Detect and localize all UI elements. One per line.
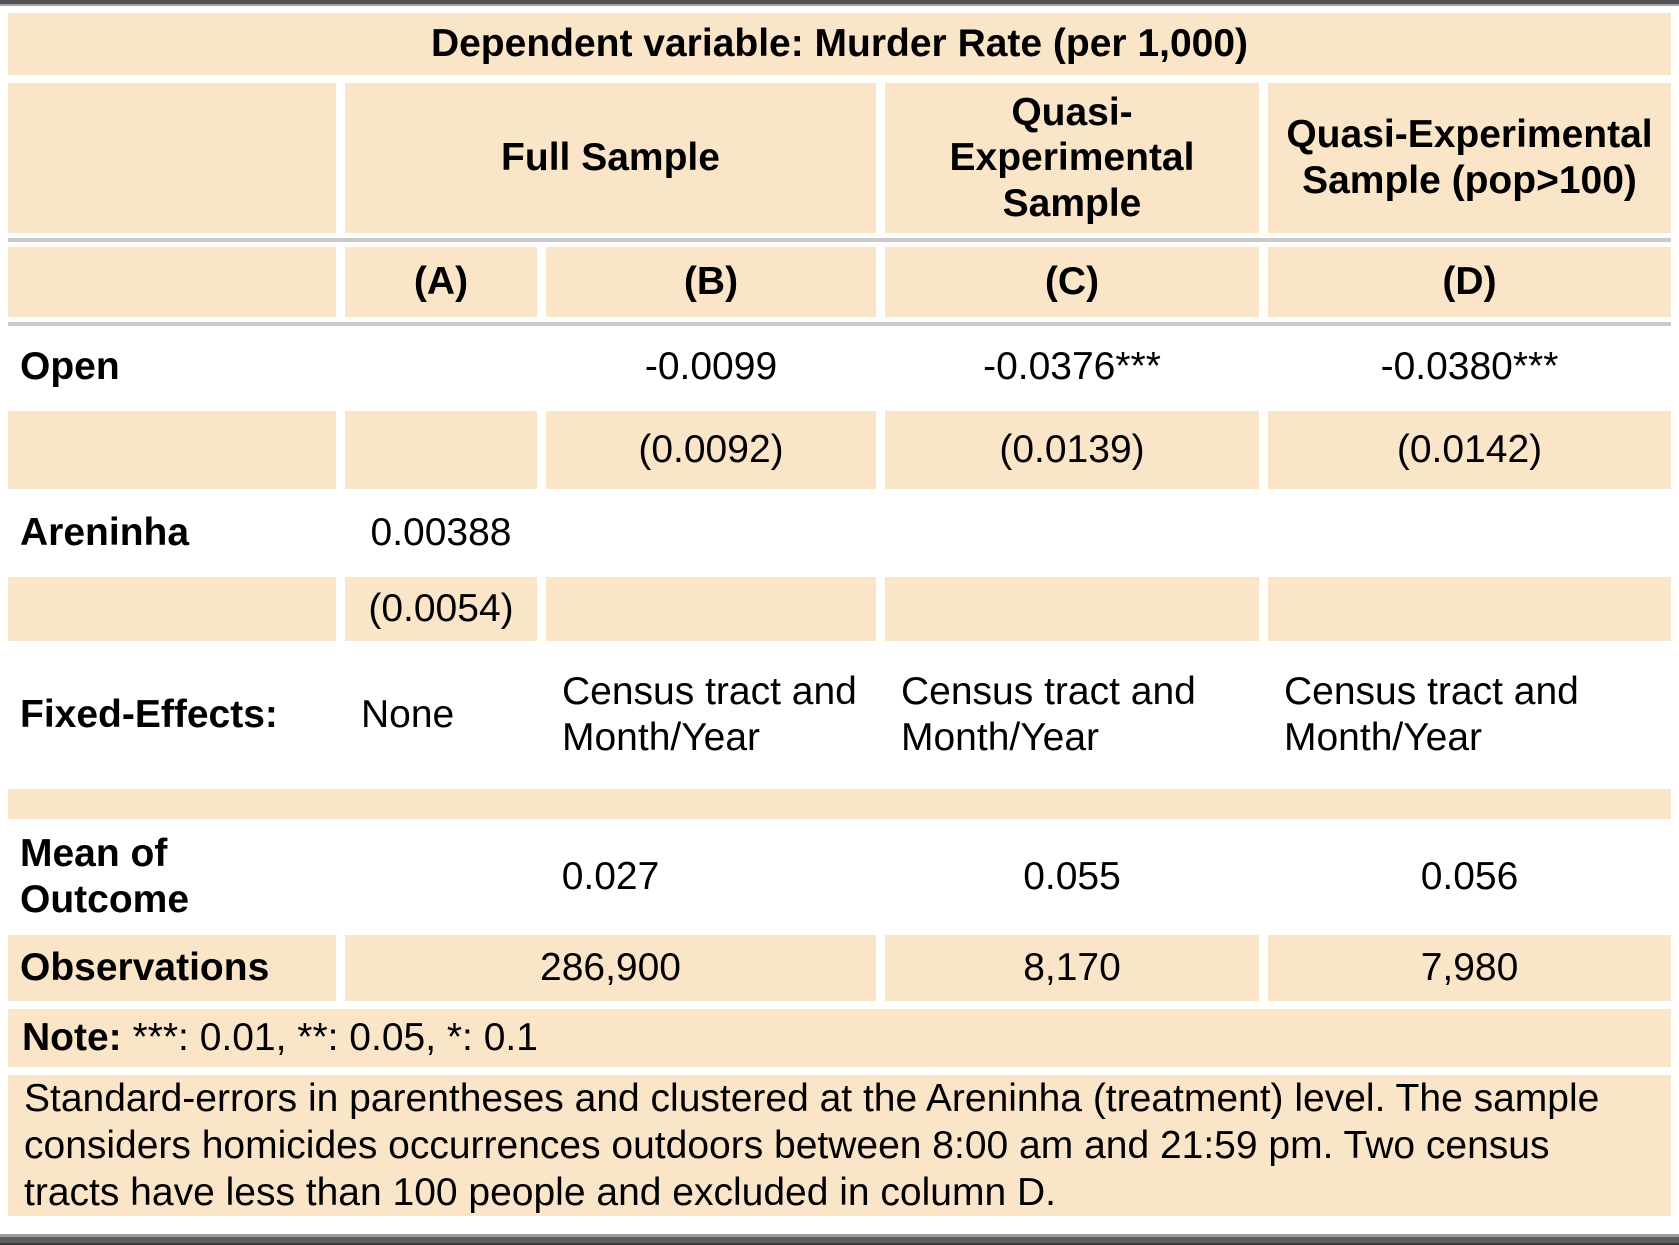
areninha-se-a: (0.0054) xyxy=(345,577,537,641)
fixed-effects-c: Census tract and Month/Year xyxy=(901,670,1196,759)
table-top-border xyxy=(0,0,1679,6)
row-fixed-effects: Fixed-Effects: None Census tract and Mon… xyxy=(8,649,1671,781)
row-open-label: Open xyxy=(20,345,120,389)
mean-outcome-d: 0.056 xyxy=(1420,855,1519,899)
observations-label: Observations xyxy=(8,935,336,1001)
areninha-coef-a: 0.00388 xyxy=(370,511,512,555)
spacer-row xyxy=(8,789,1671,819)
observations-c: 8,170 xyxy=(885,935,1259,1001)
model-label-c: (C) xyxy=(885,247,1259,317)
dependent-variable-title: Dependent variable: Murder Rate (per 1,0… xyxy=(8,13,1671,75)
table-bottom-border xyxy=(0,1234,1679,1245)
open-se-d: (0.0142) xyxy=(1268,411,1671,489)
open-coef-c: -0.0376*** xyxy=(983,345,1161,389)
row-mean-outcome: Mean of Outcome 0.027 0.055 0.056 xyxy=(8,827,1671,927)
model-label-b: (B) xyxy=(546,247,876,317)
open-se-c: (0.0139) xyxy=(885,411,1259,489)
open-coef-d: -0.0380*** xyxy=(1380,345,1559,389)
fixed-effects-label: Fixed-Effects: xyxy=(20,693,278,737)
areninha-se-spacer-d xyxy=(1268,577,1671,641)
row-open: Open -0.0099 -0.0376*** -0.0380*** xyxy=(8,331,1671,403)
areninha-se-spacer-c xyxy=(885,577,1259,641)
model-label-d: (D) xyxy=(1268,247,1671,317)
mean-outcome-c: 0.055 xyxy=(1023,855,1121,899)
open-coef-b: -0.0099 xyxy=(644,345,778,389)
row-areninha-label: Areninha xyxy=(20,511,190,555)
observations-d: 7,980 xyxy=(1268,935,1671,1001)
column-group-quasi-experimental: Quasi- Experimental Sample xyxy=(885,83,1259,233)
row-open-se: (0.0092) (0.0139) (0.0142) xyxy=(8,411,1671,489)
fixed-effects-a: None xyxy=(361,693,455,737)
row-areninha: Areninha 0.00388 xyxy=(8,497,1671,569)
areninha-se-spacer-b xyxy=(546,577,876,641)
open-se-b: (0.0092) xyxy=(546,411,876,489)
model-label-a: (A) xyxy=(345,247,537,317)
column-group-quasi-experimental-pop: Quasi-Experimental Sample (pop>100) xyxy=(1268,83,1671,233)
note-text: ***: 0.01, **: 0.05, *: 0.1 xyxy=(132,1016,538,1060)
mean-outcome-label: Mean of Outcome xyxy=(20,832,190,921)
model-label-divider-rule xyxy=(8,322,1671,326)
spacer-cell xyxy=(8,789,1671,819)
regression-table: Dependent variable: Murder Rate (per 1,0… xyxy=(8,13,1671,1216)
note-prefix: Note: xyxy=(22,1016,122,1060)
significance-note: Note: ***: 0.01, **: 0.05, *: 0.1 xyxy=(8,1009,1671,1067)
header-divider-rule xyxy=(8,238,1671,242)
model-label-row: (A) (B) (C) (D) xyxy=(8,247,1671,317)
observations-ab: 286,900 xyxy=(345,935,876,1001)
open-se-spacer-label xyxy=(8,411,336,489)
fixed-effects-b: Census tract and Month/Year xyxy=(562,670,857,759)
title-row: Dependent variable: Murder Rate (per 1,0… xyxy=(8,13,1671,75)
column-group-header-row: Full Sample Quasi- Experimental Sample Q… xyxy=(8,83,1671,233)
mean-outcome-ab: 0.027 xyxy=(561,855,660,899)
footnote-text: Standard-errors in parentheses and clust… xyxy=(8,1075,1671,1216)
row-observations: Observations 286,900 8,170 7,980 xyxy=(8,935,1671,1001)
header-spacer-cell xyxy=(8,83,336,233)
open-se-spacer-a xyxy=(345,411,537,489)
column-group-full-sample: Full Sample xyxy=(345,83,876,233)
fixed-effects-d: Census tract and Month/Year xyxy=(1284,670,1579,759)
note-row: Note: ***: 0.01, **: 0.05, *: 0.1 xyxy=(8,1009,1671,1067)
model-label-spacer-cell xyxy=(8,247,336,317)
areninha-se-spacer-label xyxy=(8,577,336,641)
row-areninha-se: (0.0054) xyxy=(8,577,1671,641)
footnote-row: Standard-errors in parentheses and clust… xyxy=(8,1075,1671,1216)
